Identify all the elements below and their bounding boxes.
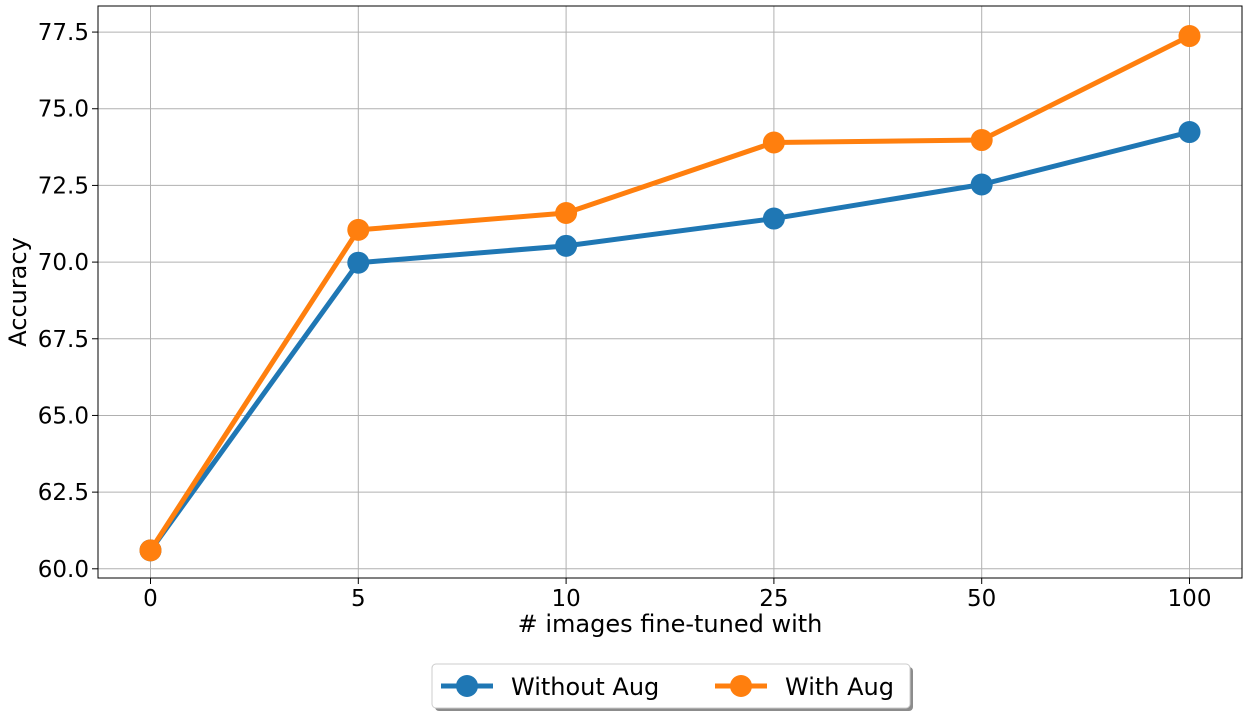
legend-label: Without Aug: [511, 673, 659, 701]
x-axis-title: # images fine-tuned with: [518, 610, 823, 638]
x-tick-label: 25: [759, 586, 788, 612]
series-lines: [139, 25, 1201, 562]
series-line: [148, 33, 1192, 553]
data-point: [762, 131, 785, 154]
grid: [98, 6, 1242, 578]
legend-box: [431, 663, 911, 709]
legend-label: With Aug: [785, 673, 894, 701]
y-tick-label: 77.5: [38, 20, 89, 46]
x-tick-label: 100: [1168, 586, 1212, 612]
data-point: [139, 539, 162, 562]
legend: Without Aug With Aug: [431, 663, 913, 711]
y-tick-label: 70.0: [38, 250, 89, 276]
data-point: [555, 202, 578, 225]
legend-entries: Without Aug With Aug: [441, 673, 894, 701]
legend-marker: [456, 675, 478, 697]
legend-entry: Without Aug: [441, 673, 659, 701]
y-tick-label: 62.5: [38, 480, 89, 506]
data-point: [555, 234, 578, 257]
x-tick-label: 0: [143, 586, 158, 612]
y-tick-label: 75.0: [38, 97, 89, 123]
data-point: [970, 129, 993, 152]
data-point: [1178, 25, 1201, 48]
series-without-aug: [139, 121, 1201, 562]
x-tick-label: 5: [351, 586, 366, 612]
plot-frame: [97, 5, 1243, 579]
series-with-aug: [139, 25, 1201, 562]
x-tick-label: 10: [551, 586, 580, 612]
axis-ticks: 60.0 62.5 65.0 67.5 70.0 72.5 75.0 77.5 0 5 10 25 50…: [38, 20, 1212, 612]
data-point: [347, 251, 370, 274]
legend-entry: With Aug: [715, 673, 894, 701]
y-tick-label: 67.5: [38, 327, 89, 353]
y-tick-label: 60.0: [38, 557, 89, 583]
y-axis-title: Accuracy: [4, 237, 32, 347]
data-point: [762, 207, 785, 230]
data-point: [970, 173, 993, 196]
data-point: [1178, 121, 1201, 144]
x-tick-label: 50: [967, 586, 996, 612]
data-point: [347, 218, 370, 241]
y-tick-label: 72.5: [38, 173, 89, 199]
series-line: [148, 129, 1192, 553]
legend-marker: [730, 675, 752, 697]
y-tick-label: 65.0: [38, 403, 89, 429]
